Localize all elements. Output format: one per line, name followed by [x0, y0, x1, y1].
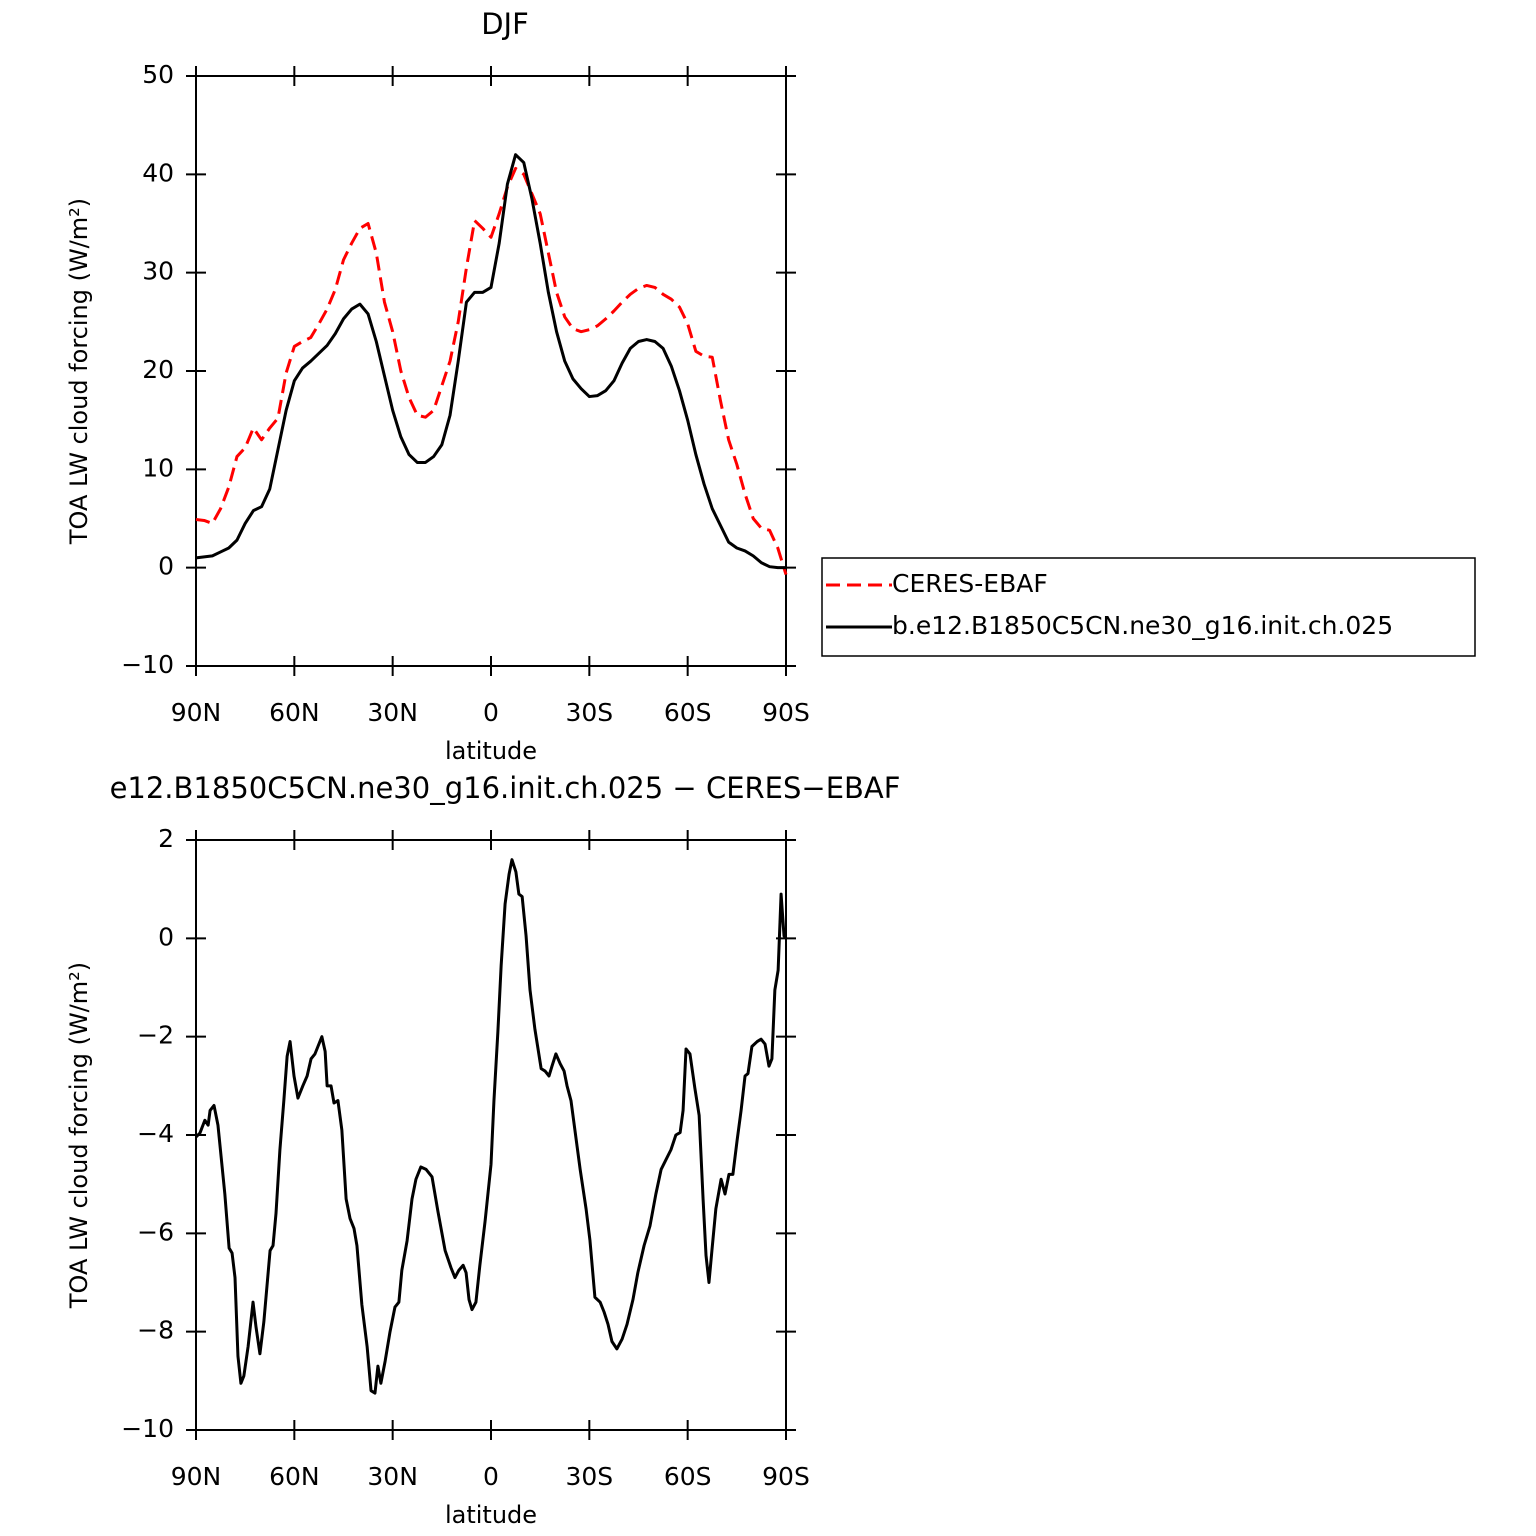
x-axis-label: latitude	[445, 737, 537, 765]
legend-label: CERES-EBAF	[892, 569, 1048, 598]
y-axis-label: TOA LW cloud forcing (W/m²)	[65, 962, 93, 1309]
x-tick-label: 30S	[565, 1462, 613, 1491]
y-tick-label: 10	[142, 453, 174, 482]
panel: e12.B1850C5CN.ne30_g16.init.ch.025 − CER…	[65, 771, 900, 1529]
y-tick-label: −10	[121, 650, 174, 679]
y-tick-label: −2	[137, 1021, 174, 1050]
y-tick-label: 30	[142, 257, 174, 286]
x-tick-label: 90S	[762, 1462, 810, 1491]
data-line	[195, 153, 786, 570]
x-tick-label: 60S	[664, 698, 712, 727]
chart-title: e12.B1850C5CN.ne30_g16.init.ch.025 − CER…	[110, 771, 901, 805]
y-tick-label: 2	[158, 824, 174, 853]
legend: CERES-EBAF b.e12.B1850C5CN.ne30_g16.init.…	[821, 557, 1476, 657]
x-tick-label: 90S	[762, 698, 810, 727]
x-tick-label: 60N	[269, 1462, 320, 1491]
data-line	[194, 858, 788, 1395]
data-line	[195, 166, 788, 575]
x-axis-label: latitude	[445, 1501, 537, 1529]
y-tick-label: −4	[137, 1119, 174, 1148]
y-tick-label: −10	[121, 1414, 174, 1443]
y-tick-label: 40	[142, 158, 174, 187]
legend-box	[821, 557, 1476, 657]
y-tick-label: −8	[137, 1316, 174, 1345]
panel: DJF latitude TOA LW cloud forcing (W/m²) −1…	[65, 7, 1476, 765]
x-tick-label: 30S	[565, 698, 613, 727]
legend-label: b.e12.B1850C5CN.ne30_g16.init.ch.025	[892, 611, 1393, 640]
y-tick-label: 50	[142, 60, 174, 89]
y-tick-label: 20	[142, 355, 174, 384]
plot-frame	[195, 75, 787, 667]
x-tick-label: 0	[483, 698, 499, 727]
x-tick-label: 60S	[664, 1462, 712, 1491]
x-tick-label: 30N	[367, 698, 418, 727]
y-tick-label: 0	[158, 922, 174, 951]
x-tick-label: 0	[483, 1462, 499, 1491]
y-tick-label: 0	[158, 552, 174, 581]
x-tick-label: 90N	[171, 698, 222, 727]
x-tick-label: 90N	[171, 1462, 222, 1491]
y-tick-label: −6	[137, 1217, 174, 1246]
x-tick-label: 60N	[269, 698, 320, 727]
y-axis-label: TOA LW cloud forcing (W/m²)	[65, 198, 93, 545]
x-tick-label: 30N	[367, 1462, 418, 1491]
chart-title: DJF	[481, 7, 529, 41]
